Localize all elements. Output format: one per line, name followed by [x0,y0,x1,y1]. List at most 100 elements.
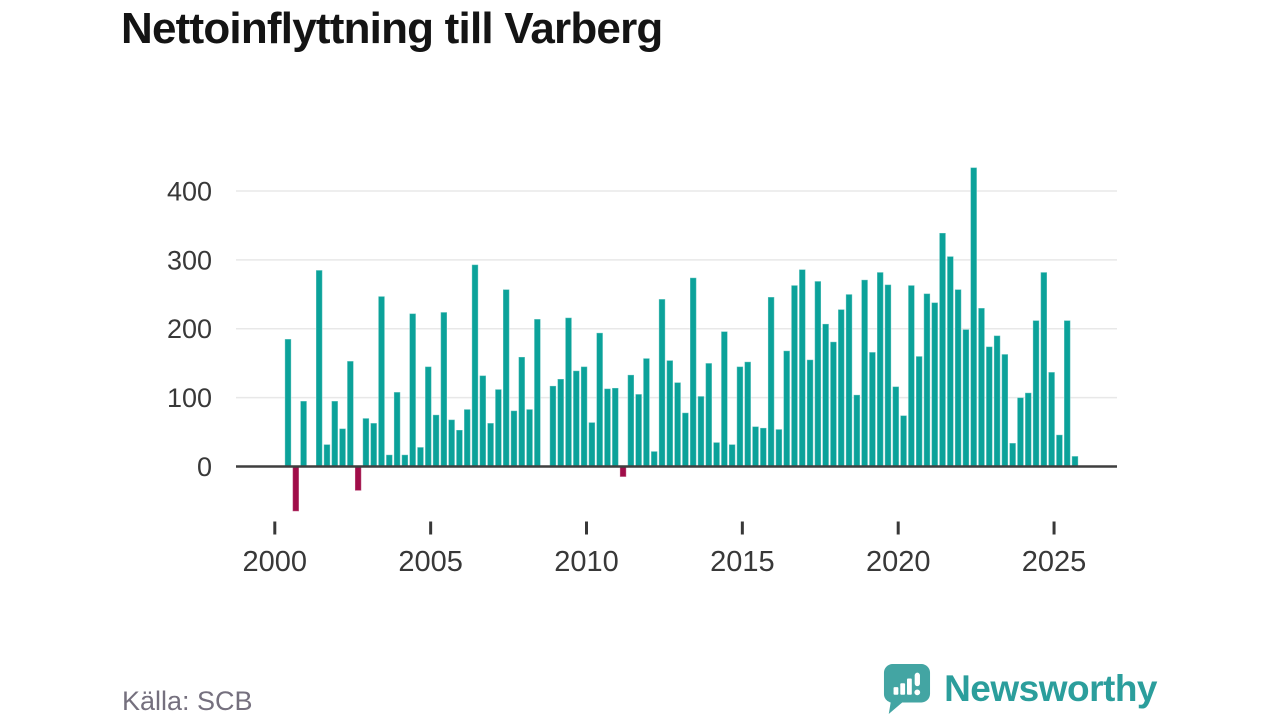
bar [315,269,323,467]
bar [533,318,541,467]
bar [299,400,308,467]
bar [634,393,643,467]
bar [938,232,947,467]
bar [751,426,760,467]
bar [588,421,596,468]
bar [432,414,440,467]
bar [720,330,729,468]
x-tick-label-2015: 2015 [710,546,775,578]
bar [619,466,627,478]
bar [518,356,526,468]
logo-bubble-shape [884,664,931,714]
bar [736,366,744,467]
bar [611,387,619,468]
bar [705,362,713,467]
bar [557,378,565,467]
bar [525,408,534,467]
bar [642,357,651,467]
bar [627,374,635,467]
bar [1063,319,1071,467]
bar [970,167,978,468]
newsworthy-logo-icon [884,664,931,714]
x-tick-label-2005: 2005 [398,546,463,578]
x-axis-labels: 2000 2005 2010 2015 2020 2025 [243,546,1087,578]
x-tick-label-2020: 2020 [866,546,931,578]
bar [876,271,884,467]
bar [1016,397,1025,467]
bar [712,441,721,467]
bar [409,313,417,467]
bar [673,381,682,467]
bar [502,288,510,467]
bar [1071,455,1079,467]
bar [977,307,986,467]
bar [440,311,448,467]
bar [837,308,845,468]
bar [985,346,993,467]
bar [1024,392,1032,467]
bar [767,296,775,467]
bar [697,395,705,467]
bar [494,388,503,467]
source-label: Källa: SCB [122,686,253,716]
bar [331,400,339,467]
bar [564,317,573,468]
y-tick-label-100: 100 [167,383,212,413]
bar [884,284,892,467]
bar [479,375,487,467]
bar [993,335,1001,467]
newsworthy-logo: Newsworthy [883,663,1157,715]
bar [806,359,814,467]
x-axis-ticks [273,521,1056,535]
bar [923,293,931,467]
bar [907,284,916,468]
x-tick-label-2010: 2010 [554,546,619,578]
bar [463,408,471,467]
bar [284,338,292,467]
newsworthy-logo-text: Newsworthy [944,668,1157,709]
bar [323,443,331,468]
bar [798,269,806,467]
bar [658,298,666,468]
bar [954,288,962,467]
bar [853,394,861,468]
x-tick-label-2025: 2025 [1022,546,1087,578]
bar [385,454,393,468]
bar [338,428,347,467]
bar [455,429,464,467]
y-tick-label-400: 400 [167,176,212,206]
bar [354,466,362,492]
bar [821,323,830,467]
bar [401,454,409,468]
bar [292,466,300,512]
bars [284,167,1079,512]
bar [666,359,674,468]
bar [946,255,954,467]
bar [814,280,822,467]
bar [416,446,425,467]
bar [931,302,939,468]
bar [549,385,557,467]
bar [1040,271,1048,467]
logo-exclamation-icon [914,672,921,687]
bar [689,277,697,467]
bar [899,415,908,468]
bar [424,366,432,467]
bar [362,417,370,467]
bar [1009,442,1017,468]
bar [962,328,970,467]
bar [393,391,401,467]
bar [596,332,604,467]
bar [447,419,456,467]
bar [580,366,588,467]
x-tick-label-2000: 2000 [243,546,308,578]
bar [377,295,386,467]
bar [1047,371,1056,467]
bar [603,388,612,467]
bar [759,427,767,467]
bar [346,360,354,467]
bar [860,279,869,467]
y-tick-label-0: 0 [197,452,212,482]
